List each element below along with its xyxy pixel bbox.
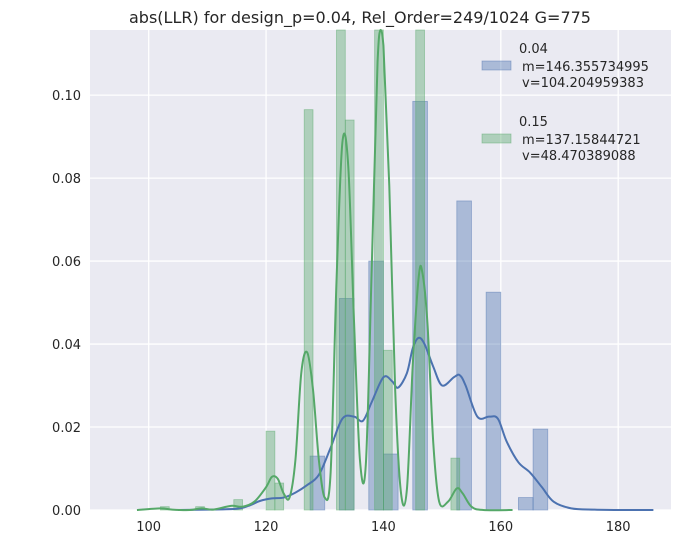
y-tick-label: 0.02	[52, 421, 81, 436]
y-tick-label: 0.06	[52, 255, 81, 270]
histogram-bar-0.04	[518, 497, 534, 511]
plot-area	[90, 30, 671, 510]
legend-stat: m=146.355734995	[522, 60, 649, 75]
y-tick-label: 0.10	[52, 89, 81, 104]
legend-series-name: 0.15	[519, 115, 548, 130]
kde-lines	[136, 29, 654, 512]
histogram-bar-0.04	[485, 291, 502, 511]
x-tick-labels: 100 120 140 160 180	[136, 520, 630, 535]
y-tick-label: 0.04	[52, 338, 81, 353]
histogram-bar-0.04	[456, 200, 472, 511]
histogram-bar-0.15	[303, 109, 314, 511]
histogram-bar-0.15	[233, 499, 243, 511]
x-tick-label: 160	[488, 520, 513, 535]
x-tick-label: 100	[136, 520, 161, 535]
legend-stat: v=48.470389088	[522, 149, 636, 164]
histogram-bars	[160, 29, 549, 511]
chart-title: abs(LLR) for design_p=0.04, Rel_Order=24…	[129, 8, 591, 28]
legend-stat: v=104.204959383	[522, 76, 644, 91]
legend-swatch-0.15	[481, 133, 512, 144]
histogram-bar-0.15	[374, 29, 384, 511]
histogram-bar-0.15	[265, 430, 276, 511]
histogram-bar-0.15	[274, 482, 285, 511]
x-tick-label: 120	[254, 520, 279, 535]
kde-line-0.15	[136, 29, 513, 512]
y-tick-label: 0.08	[52, 172, 81, 187]
y-tick-label: 0.00	[52, 504, 81, 519]
legend-stat: m=137.15844721	[522, 133, 641, 148]
legend-series-name: 0.04	[519, 42, 548, 57]
histogram-bar-0.15	[383, 349, 393, 511]
histogram-bar-0.15	[450, 457, 461, 511]
legend-swatch-0.04	[481, 60, 512, 71]
x-tick-label: 180	[606, 520, 631, 535]
y-tick-labels: 0.00 0.02 0.04 0.06 0.08 0.10	[52, 89, 81, 519]
x-tick-label: 140	[371, 520, 396, 535]
histogram-bar-0.04	[532, 428, 549, 511]
